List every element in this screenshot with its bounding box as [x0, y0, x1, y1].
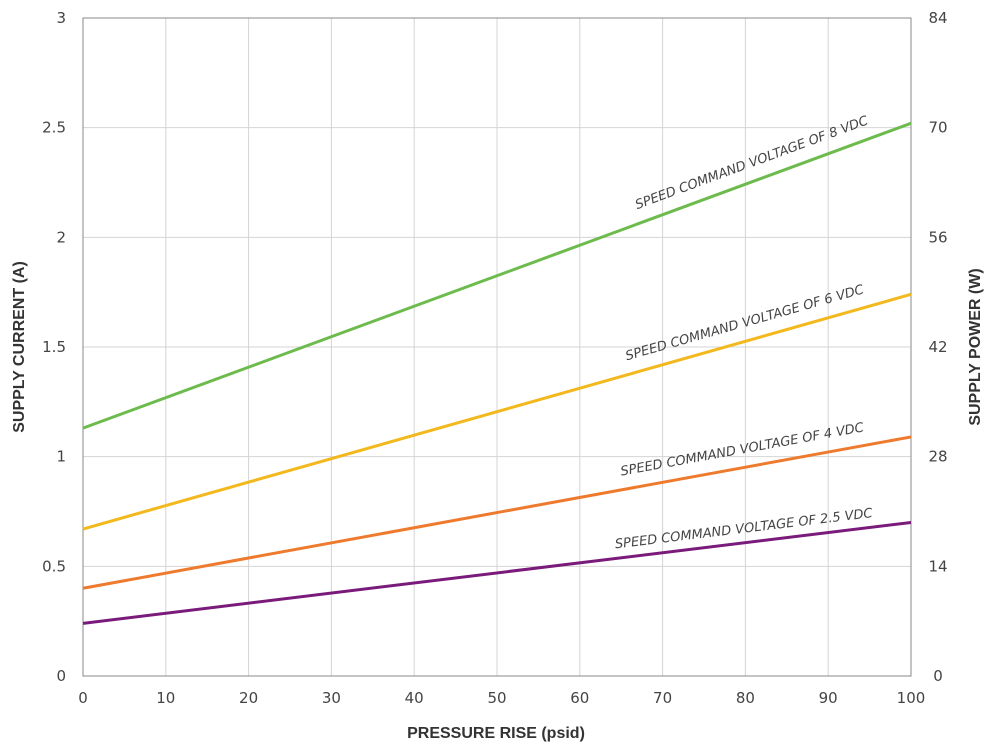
y2-tick-label: 28 — [928, 448, 947, 466]
y-tick-label: 0 — [56, 667, 66, 685]
plot-frame — [82, 17, 912, 677]
series-lines — [82, 121, 912, 625]
y-tick-label: 0.5 — [42, 557, 66, 575]
series-line-4 — [82, 520, 912, 625]
x-tick-label: 20 — [239, 689, 258, 707]
series-label-4: SPEED COMMAND VOLTAGE OF 2.5 VDC — [614, 506, 874, 552]
x-tick-label: 10 — [156, 689, 175, 707]
series-label-3: SPEED COMMAND VOLTAGE OF 4 VDC — [619, 420, 866, 479]
y2-tick-labels: 0 14 28 42 56 70 84 — [928, 9, 947, 685]
x-tick-label: 80 — [736, 689, 755, 707]
series-line-2 — [82, 292, 912, 531]
x-tick-label: 90 — [819, 689, 838, 707]
grid-lines — [82, 17, 912, 677]
series-line-1 — [82, 121, 912, 430]
y2-tick-label: 0 — [933, 667, 943, 685]
x-axis-title: PRESSURE RISE (psid) — [407, 725, 585, 742]
y2-tick-label: 14 — [928, 557, 947, 575]
series-label-1: SPEED COMMAND VOLTAGE OF 8 VDC — [633, 113, 871, 213]
y-tick-label: 1 — [56, 448, 66, 466]
x-tick-labels: 0 10 20 30 40 50 60 70 80 90 100 — [78, 689, 925, 707]
y-tick-labels: 0 0.5 1 1.5 2 2.5 3 — [42, 9, 66, 685]
series-labels: SPEED COMMAND VOLTAGE OF 8 VDC SPEED COMM… — [614, 113, 874, 552]
x-tick-label: 30 — [322, 689, 341, 707]
y-tick-label: 1.5 — [42, 338, 66, 356]
x-tick-label: 100 — [897, 689, 926, 707]
x-tick-label: 60 — [570, 689, 589, 707]
y2-tick-label: 84 — [928, 9, 947, 27]
y-tick-label: 3 — [56, 9, 66, 27]
series-line-3 — [82, 435, 912, 590]
y2-tick-label: 42 — [928, 338, 947, 356]
y-tick-label: 2 — [56, 228, 66, 246]
y2-axis-title: SUPPLY POWER (W) — [967, 268, 984, 425]
y-axis-title: SUPPLY CURRENT (A) — [11, 261, 28, 433]
y2-tick-label: 56 — [928, 228, 947, 246]
x-tick-label: 70 — [653, 689, 672, 707]
y2-tick-label: 70 — [928, 119, 947, 137]
x-tick-label: 0 — [78, 689, 88, 707]
y-tick-label: 2.5 — [42, 119, 66, 137]
x-tick-label: 50 — [487, 689, 506, 707]
x-tick-label: 40 — [405, 689, 424, 707]
